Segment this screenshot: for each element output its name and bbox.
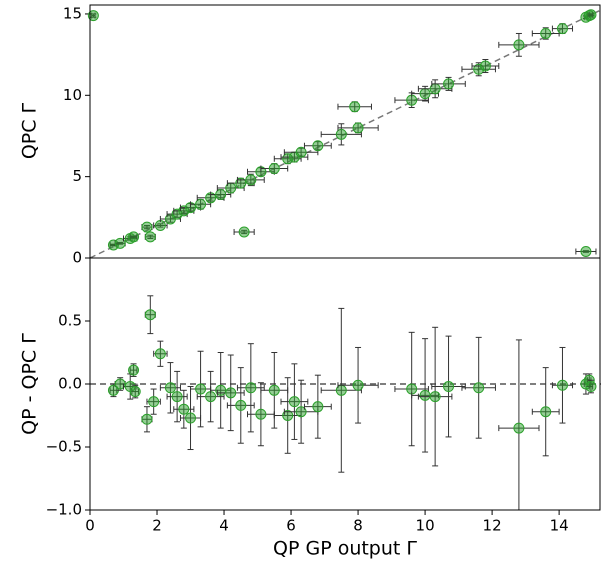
point bbox=[268, 163, 280, 175]
x-tick-label: 6 bbox=[286, 517, 296, 535]
point bbox=[87, 10, 99, 22]
point bbox=[295, 406, 307, 418]
x-tick-label: 10 bbox=[416, 517, 435, 535]
point bbox=[235, 177, 247, 189]
point bbox=[585, 381, 597, 393]
y-tick-label: 0.0 bbox=[58, 375, 82, 393]
y-tick-label: −1.0 bbox=[46, 501, 82, 519]
point bbox=[235, 399, 247, 411]
point bbox=[556, 23, 568, 35]
axes-frame bbox=[89, 257, 601, 511]
point bbox=[154, 348, 166, 360]
x-tick-label: 8 bbox=[353, 517, 363, 535]
point bbox=[141, 221, 153, 233]
y-tick-label: 10 bbox=[63, 86, 82, 104]
point bbox=[129, 386, 141, 398]
point bbox=[215, 189, 227, 201]
x-tick-label: 2 bbox=[152, 517, 162, 535]
point bbox=[114, 237, 126, 249]
point bbox=[288, 396, 300, 408]
point bbox=[295, 146, 307, 158]
point bbox=[406, 94, 418, 106]
point bbox=[429, 391, 441, 403]
point bbox=[585, 9, 597, 21]
point bbox=[556, 379, 568, 391]
y-tick-label: −0.5 bbox=[46, 438, 82, 456]
point bbox=[185, 412, 197, 424]
point bbox=[195, 198, 207, 210]
point bbox=[580, 245, 592, 257]
point bbox=[128, 231, 140, 243]
point bbox=[245, 382, 257, 394]
point bbox=[148, 396, 160, 408]
point bbox=[171, 391, 183, 403]
point bbox=[195, 383, 207, 395]
y-tick-label: 0.5 bbox=[58, 312, 82, 330]
point bbox=[141, 413, 153, 425]
y-axis-label: QP - QPC Γ bbox=[19, 333, 41, 435]
x-tick-label: 12 bbox=[483, 517, 502, 535]
point bbox=[312, 401, 324, 413]
point bbox=[245, 174, 257, 186]
point bbox=[473, 382, 485, 394]
y-tick-label: 5 bbox=[72, 167, 82, 185]
point bbox=[513, 39, 525, 51]
point bbox=[443, 381, 455, 393]
point bbox=[419, 389, 431, 401]
point bbox=[352, 122, 364, 134]
point bbox=[335, 128, 347, 140]
x-axis-label: QP GP output Γ bbox=[273, 538, 417, 560]
point bbox=[154, 219, 166, 231]
point bbox=[352, 379, 364, 391]
point bbox=[128, 364, 140, 376]
point bbox=[443, 78, 455, 90]
x-tick-label: 4 bbox=[219, 517, 229, 535]
point bbox=[255, 408, 267, 420]
x-tick-label: 0 bbox=[85, 517, 95, 535]
x-tick-label: 14 bbox=[550, 517, 569, 535]
point bbox=[282, 410, 294, 421]
point bbox=[349, 101, 361, 113]
point bbox=[540, 406, 552, 418]
point bbox=[513, 422, 525, 434]
point bbox=[312, 140, 324, 152]
point bbox=[419, 88, 431, 100]
point bbox=[178, 403, 190, 415]
point bbox=[144, 309, 156, 321]
point bbox=[238, 226, 250, 238]
point bbox=[225, 387, 237, 399]
point bbox=[540, 27, 552, 39]
point bbox=[144, 231, 156, 243]
point bbox=[268, 384, 280, 396]
y-tick-label: 15 bbox=[63, 4, 82, 22]
point bbox=[479, 60, 491, 72]
point bbox=[164, 382, 176, 394]
y-tick-label: 0 bbox=[72, 249, 82, 267]
point bbox=[114, 378, 126, 390]
y-axis-label: QPC Γ bbox=[19, 102, 41, 159]
